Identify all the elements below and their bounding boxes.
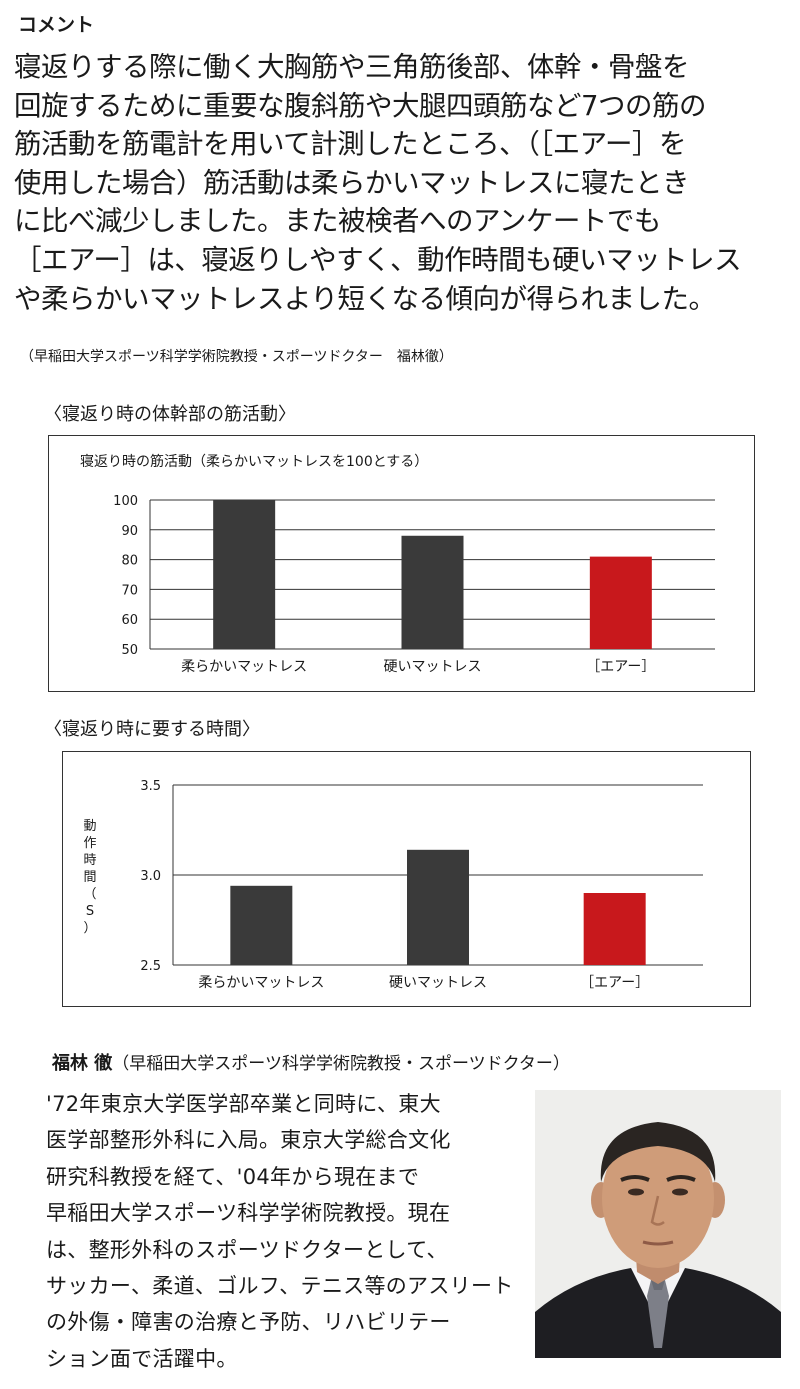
time-chart-frame: 3.5 3.0 2.5 柔らかいマットレス 硬いマットレス ［エアー］ 動作時間（ S） xyxy=(62,751,751,1007)
bar xyxy=(407,849,469,965)
bar xyxy=(401,535,464,649)
comment-credit: （早稲田大学スポーツ科学学術院教授・スポーツドクター 福林徹） xyxy=(20,349,453,365)
y-tick-label: 3.0 xyxy=(140,869,161,884)
bar xyxy=(230,885,293,965)
comment-body: 寝返りする際に働く大胸筋や三角筋後部、体幹・骨盤を 回旋するために重要な腹斜筋や… xyxy=(14,48,800,318)
comment-line: に比べ減少しました。また被検者へのアンケートでも xyxy=(14,205,661,238)
comment-line: 寝返りする際に働く大胸筋や三角筋後部、体幹・骨盤を xyxy=(14,51,690,83)
y-tick-label: 3.5 xyxy=(140,779,161,794)
x-category-label: ［エアー］ xyxy=(586,659,655,675)
profile-name: 福林 徹 xyxy=(52,1053,113,1074)
portrait-photo xyxy=(535,1090,781,1358)
muscle-chart-frame: 寝返り時の筋活動（柔らかいマットレスを100とする） 100 90 80 70 60 50… xyxy=(48,435,755,692)
comment-line: や柔らかいマットレスより短くなる傾向が得られました。 xyxy=(14,282,716,315)
bar xyxy=(583,893,646,965)
x-category-label: ［エアー］ xyxy=(580,975,649,991)
profile-line: サッカー、柔道、ゴルフ、テニス等のアスリート xyxy=(46,1274,514,1299)
muscle-activity-chart: 寝返り時の筋活動（柔らかいマットレスを100とする） 100 90 80 70 60 50… xyxy=(80,453,715,675)
comment-heading: コメント xyxy=(18,14,95,36)
x-category-label: 硬いマットレス xyxy=(384,659,482,675)
x-category-label: 柔らかいマットレス xyxy=(181,659,307,675)
x-category-label: 柔らかいマットレス xyxy=(198,975,324,991)
profile-line: は、整形外科のスポーツドクターとして、 xyxy=(46,1237,448,1262)
y-axis-label: 動作時間（ S） xyxy=(83,819,96,936)
bar xyxy=(213,500,276,649)
muscle-chart-section-title: 〈寝返り時の体幹部の筋活動〉 xyxy=(44,404,296,425)
profile-line: 研究科教授を経て、'04年から現在まで xyxy=(46,1164,420,1189)
comment-line: 筋活動を筋電計を用いて計測したところ、（［エアー］を xyxy=(14,128,687,161)
x-category-label: 硬いマットレス xyxy=(389,975,487,991)
profile-body: '72年東京大学医学部卒業と同時に、東大 医学部整形外科に入局。東京大学総合文化… xyxy=(46,1086,516,1377)
profile-line: ション面で活躍中。 xyxy=(46,1346,238,1371)
y-tick-label: 100 xyxy=(113,494,138,509)
turn-time-chart: 3.5 3.0 2.5 柔らかいマットレス 硬いマットレス ［エアー］ 動作時間（ S） xyxy=(83,779,703,991)
profile-affiliation: （早稲田大学スポーツ科学学術院教授・スポーツドクター） xyxy=(112,1054,570,1074)
y-tick-label: 2.5 xyxy=(140,959,161,974)
comment-line: ［エアー］は、寝返りしやすく、動作時間も硬いマットレス xyxy=(14,243,742,276)
chart-title: 寝返り時の筋活動（柔らかいマットレスを100とする） xyxy=(80,453,428,470)
y-tick-label: 90 xyxy=(121,524,138,539)
comment-line: 使用した場合）筋活動は柔らかいマットレスに寝たとき xyxy=(14,166,690,199)
y-tick-label: 70 xyxy=(121,583,138,598)
comment-line: 回旋するために重要な腹斜筋や大腿四頭筋など7つの筋の xyxy=(14,89,707,122)
profile-line: 早稲田大学スポーツ科学学術院教授。現在 xyxy=(46,1201,451,1226)
profile-line: の外傷・障害の治療と予防、リハビリテー xyxy=(46,1310,451,1335)
profile-line: '72年東京大学医学部卒業と同時に、東大 xyxy=(46,1092,441,1116)
y-tick-label: 60 xyxy=(121,613,138,628)
time-chart-section-title: 〈寝返り時に要する時間〉 xyxy=(44,719,260,740)
y-tick-label: 80 xyxy=(121,554,138,569)
profile-line: 医学部整形外科に入局。東京大学総合文化 xyxy=(46,1128,451,1153)
y-tick-label: 50 xyxy=(121,643,138,658)
bar xyxy=(589,556,652,649)
profile-heading: 福林 徹（早稲田大学スポーツ科学学術院教授・スポーツドクター） xyxy=(52,1049,570,1075)
